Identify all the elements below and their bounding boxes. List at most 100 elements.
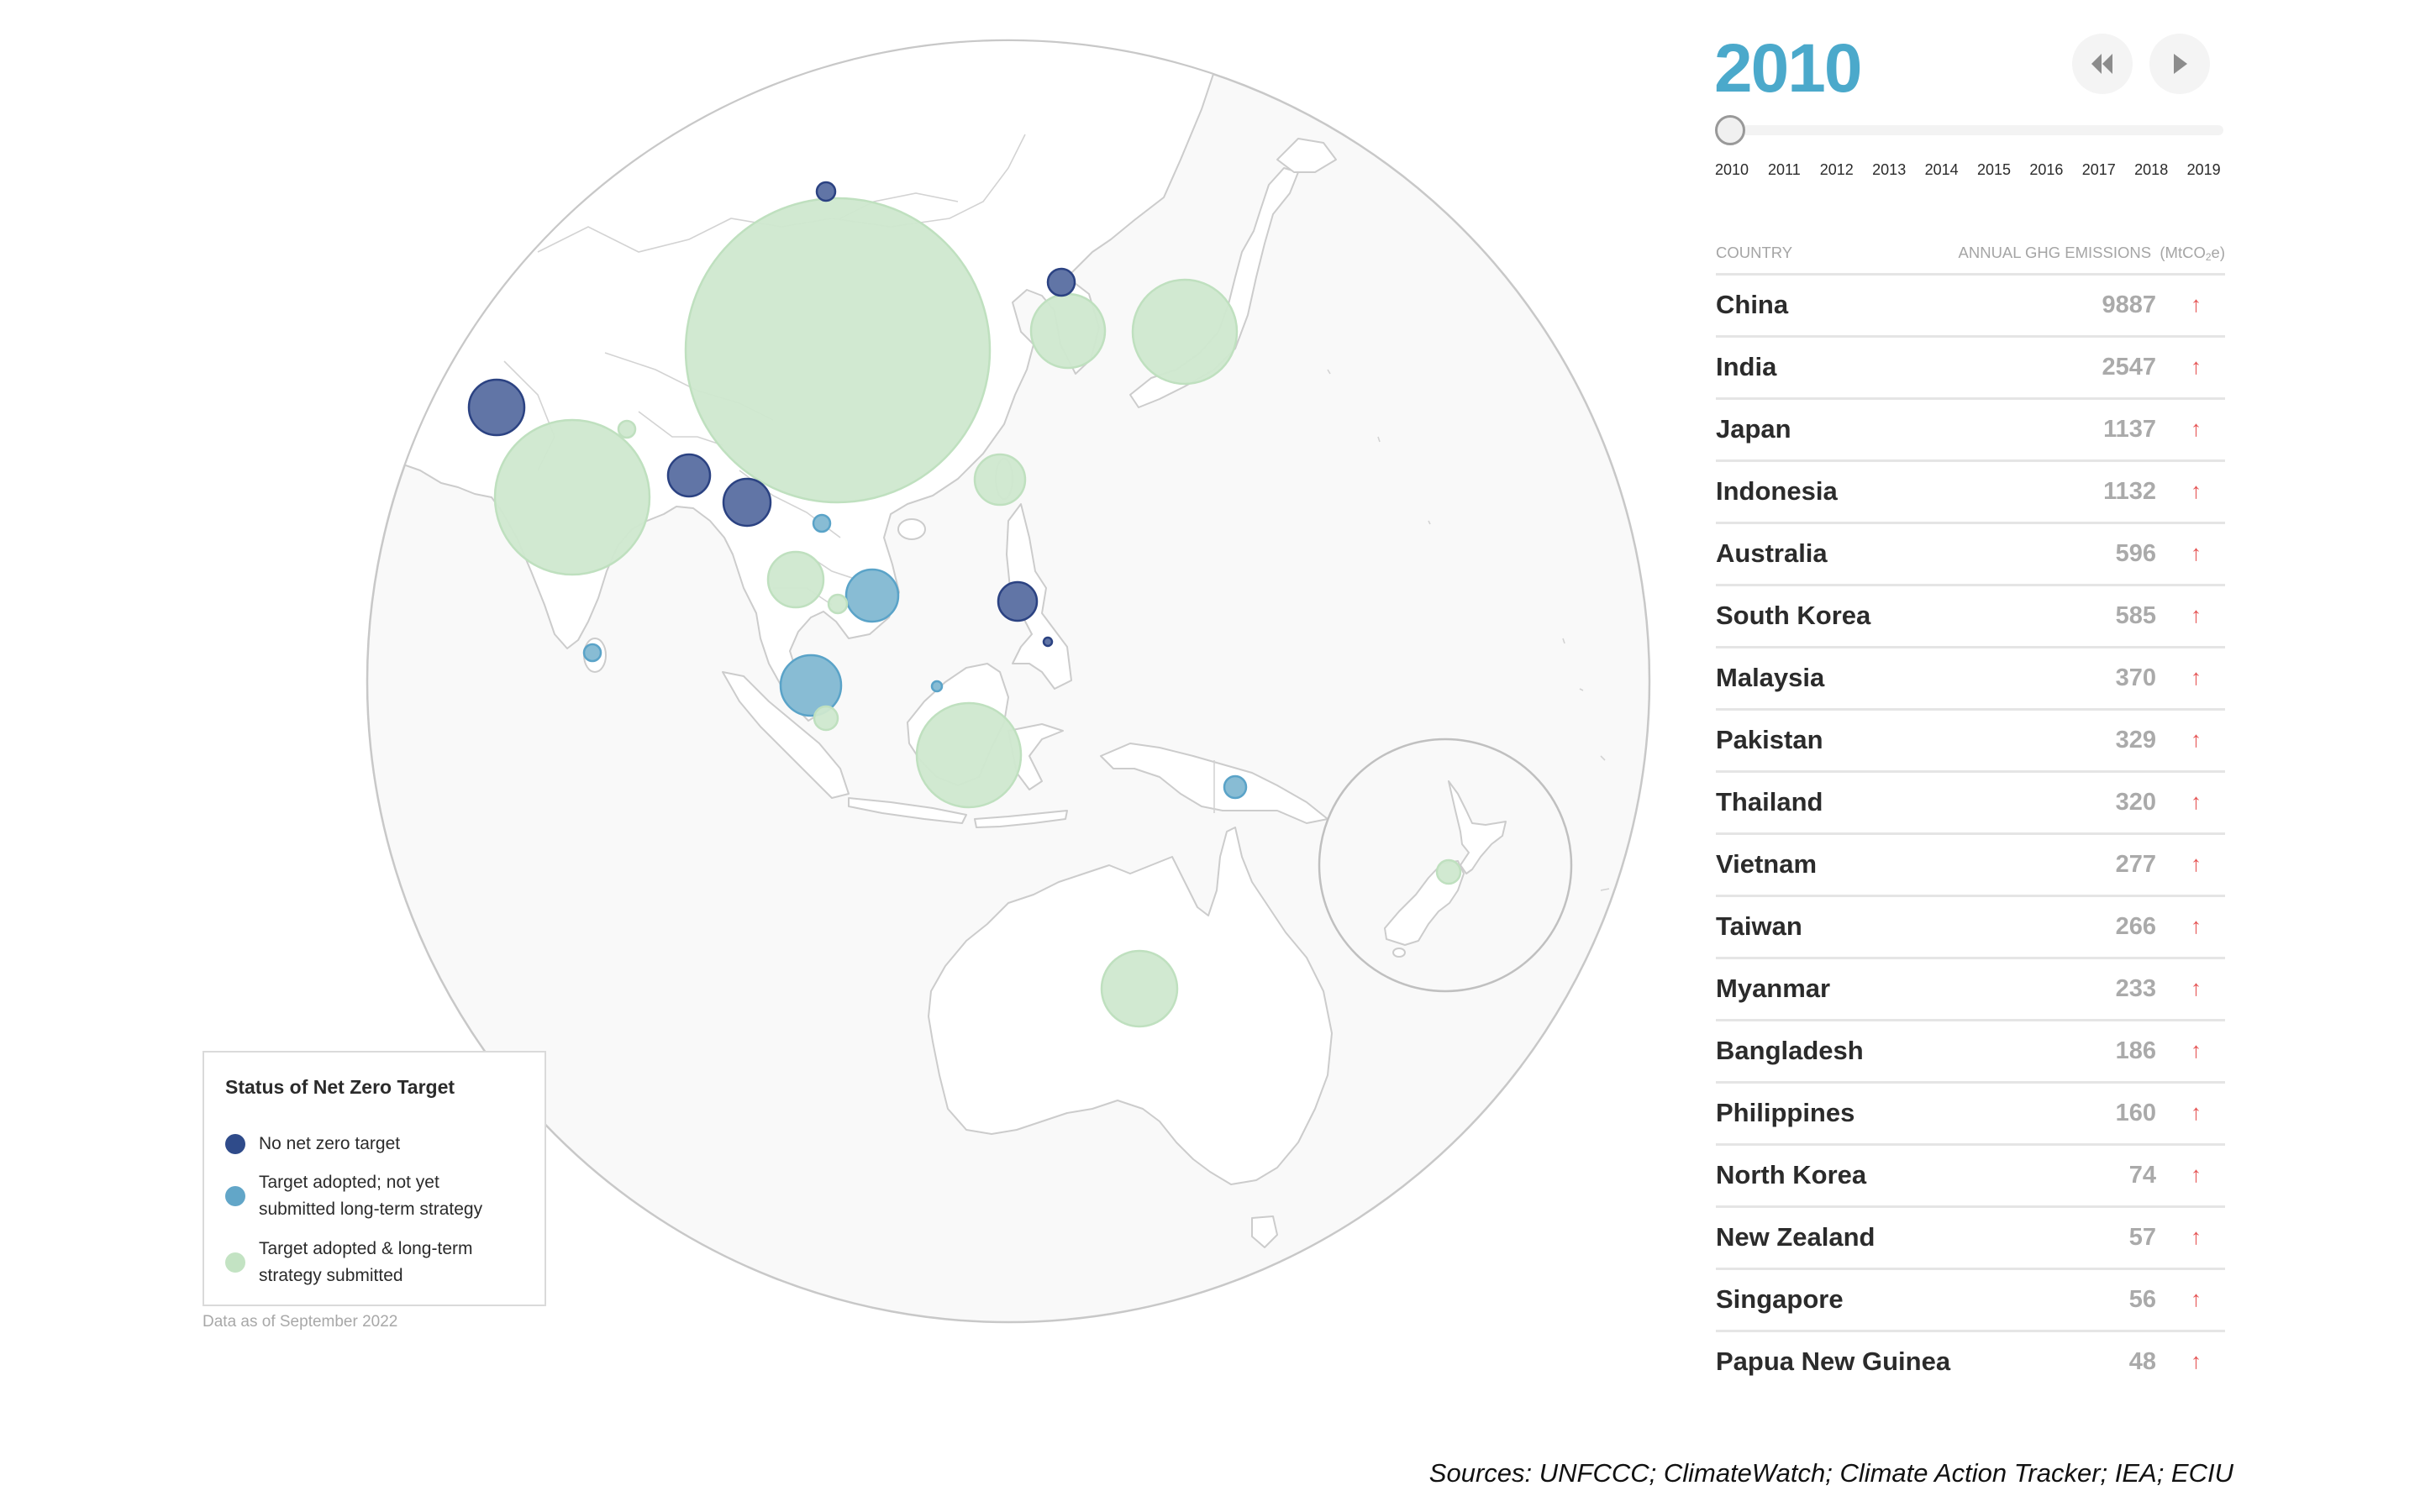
emissions-table: China 9887 ↑ India 2547 ↑ Japan 1137 ↑ I… (1716, 273, 2225, 1392)
year-tick-2018[interactable]: 2018 (2134, 161, 2169, 178)
land-nz-north (1448, 780, 1507, 874)
arrow-up-icon: ↑ (2191, 913, 2202, 938)
land-java (848, 797, 967, 824)
land-lesser-sunda (974, 810, 1068, 828)
arrow-up-icon: ↑ (2191, 851, 2202, 876)
arrow-up-icon: ↑ (2191, 1100, 2202, 1125)
table-row-bangladesh[interactable]: Bangladesh 186 ↑ (1716, 1019, 2225, 1081)
table-row-new-zealand[interactable]: New Zealand 57 ↑ (1716, 1205, 2225, 1268)
country-name: New Zealand (1716, 1222, 1876, 1252)
light-blue-dot-icon (225, 1186, 245, 1206)
legend: Status of Net Zero Target No net zero ta… (203, 1051, 546, 1306)
globe-map (366, 39, 1651, 1324)
table-header: COUNTRY ANNUAL GHG EMISSIONS (MtCO2e) (1716, 244, 2225, 265)
bubble-new-zealand[interactable] (1435, 858, 1462, 885)
bubble-nepal[interactable] (617, 419, 637, 439)
bubble-taiwan[interactable] (973, 453, 1027, 507)
bubble-thailand[interactable] (766, 550, 825, 609)
bubble-mongolia[interactable] (815, 181, 837, 202)
year-tick-2011[interactable]: 2011 (1768, 161, 1801, 178)
bubble-malaysia[interactable] (779, 654, 843, 717)
country-name: Japan (1716, 414, 1791, 444)
bubble-vietnam[interactable] (844, 568, 900, 623)
table-row-indonesia[interactable]: Indonesia 1132 ↑ (1716, 459, 2225, 522)
emissions-value: 48 (2128, 1348, 2156, 1375)
sources-footnote: Sources: UNFCCC; ClimateWatch; Climate A… (1428, 1458, 2233, 1488)
bubble-myanmar[interactable] (722, 477, 772, 528)
green-dot-icon (225, 1252, 245, 1273)
land-nz-stewart (1392, 948, 1406, 958)
emissions-value: 1132 (2103, 478, 2156, 505)
bubble-laos[interactable] (812, 513, 832, 533)
bubble-australia[interactable] (1100, 949, 1179, 1028)
emissions-value: 74 (2128, 1162, 2156, 1189)
country-name: South Korea (1716, 601, 1871, 630)
column-header-country: COUNTRY (1716, 244, 1793, 261)
table-row-taiwan[interactable]: Taiwan 266 ↑ (1716, 895, 2225, 957)
year-tick-2017[interactable]: 2017 (2081, 161, 2116, 178)
bubble-singapore[interactable] (813, 705, 839, 732)
bubble-south-korea[interactable] (1029, 292, 1107, 370)
rewind-button[interactable] (2072, 34, 2133, 94)
bubble-philippines[interactable] (997, 580, 1039, 622)
table-row-singapore[interactable]: Singapore 56 ↑ (1716, 1268, 2225, 1330)
bubble-pakistan[interactable] (467, 378, 526, 437)
bubble-papua-new-guinea[interactable] (1223, 774, 1248, 800)
bubble-sri-lanka[interactable] (582, 643, 602, 663)
data-as-of-note: Data as of September 2022 (203, 1313, 398, 1331)
play-button[interactable] (2149, 34, 2210, 94)
country-name: Malaysia (1716, 663, 1825, 692)
legend-item-target-adopted: Target adopted; not yet submitted long-t… (225, 1169, 511, 1223)
year-tick-2010[interactable]: 2010 (1714, 161, 1749, 178)
table-row-north-korea[interactable]: North Korea 74 ↑ (1716, 1143, 2225, 1205)
table-row-japan[interactable]: Japan 1137 ↑ (1716, 397, 2225, 459)
bubble-palau[interactable] (1042, 636, 1054, 648)
year-tick-2012[interactable]: 2012 (1819, 161, 1854, 178)
bubble-indonesia[interactable] (915, 701, 1023, 809)
country-name: Vietnam (1716, 849, 1818, 879)
arrow-up-icon: ↑ (2191, 789, 2202, 814)
year-slider-track[interactable] (1718, 125, 2223, 135)
emissions-value: 277 (2115, 851, 2156, 878)
table-row-pakistan[interactable]: Pakistan 329 ↑ (1716, 708, 2225, 770)
bubble-china[interactable] (684, 197, 992, 504)
emissions-value: 2547 (2102, 354, 2156, 381)
table-row-myanmar[interactable]: Myanmar 233 ↑ (1716, 957, 2225, 1019)
country-name: Thailand (1716, 787, 1823, 816)
table-row-south-korea[interactable]: South Korea 585 ↑ (1716, 584, 2225, 646)
table-row-india[interactable]: India 2547 ↑ (1716, 335, 2225, 397)
emissions-value: 1137 (2103, 416, 2156, 443)
bubble-cambodia[interactable] (827, 593, 849, 615)
table-row-china[interactable]: China 9887 ↑ (1716, 273, 2225, 335)
arrow-up-icon: ↑ (2191, 1162, 2202, 1187)
country-name: Taiwan (1716, 911, 1802, 941)
bubble-japan[interactable] (1131, 278, 1239, 386)
year-tick-2014[interactable]: 2014 (1924, 161, 1959, 178)
table-row-philippines[interactable]: Philippines 160 ↑ (1716, 1081, 2225, 1143)
table-row-malaysia[interactable]: Malaysia 370 ↑ (1716, 646, 2225, 708)
bubble-brunei[interactable] (930, 680, 944, 693)
bubble-bangladesh[interactable] (666, 453, 712, 498)
country-name: Pakistan (1716, 725, 1823, 754)
arrow-up-icon: ↑ (2191, 354, 2202, 379)
table-row-papua-new-guinea[interactable]: Papua New Guinea 48 ↑ (1716, 1330, 2225, 1392)
table-row-australia[interactable]: Australia 596 ↑ (1716, 522, 2225, 584)
year-tick-2019[interactable]: 2019 (2186, 161, 2221, 178)
year-tick-2016[interactable]: 2016 (2029, 161, 2064, 178)
year-slider-thumb[interactable] (1715, 115, 1745, 145)
emissions-value: 233 (2115, 975, 2156, 1002)
year-tick-2013[interactable]: 2013 (1872, 161, 1907, 178)
current-year-title: 2010 (1714, 30, 1862, 107)
country-name: Indonesia (1716, 476, 1838, 506)
year-tick-2015[interactable]: 2015 (1976, 161, 2012, 178)
table-row-thailand[interactable]: Thailand 320 ↑ (1716, 770, 2225, 832)
table-row-vietnam[interactable]: Vietnam 277 ↑ (1716, 832, 2225, 895)
legend-title: Status of Net Zero Target (225, 1076, 455, 1098)
arrow-up-icon: ↑ (2191, 975, 2202, 1000)
bubble-north-korea[interactable] (1046, 267, 1076, 297)
country-name: North Korea (1716, 1160, 1867, 1189)
bubble-india[interactable] (493, 418, 651, 576)
arrow-up-icon: ↑ (2191, 1286, 2202, 1311)
rewind-icon (2091, 54, 2112, 74)
arrow-up-icon: ↑ (2191, 1224, 2202, 1249)
